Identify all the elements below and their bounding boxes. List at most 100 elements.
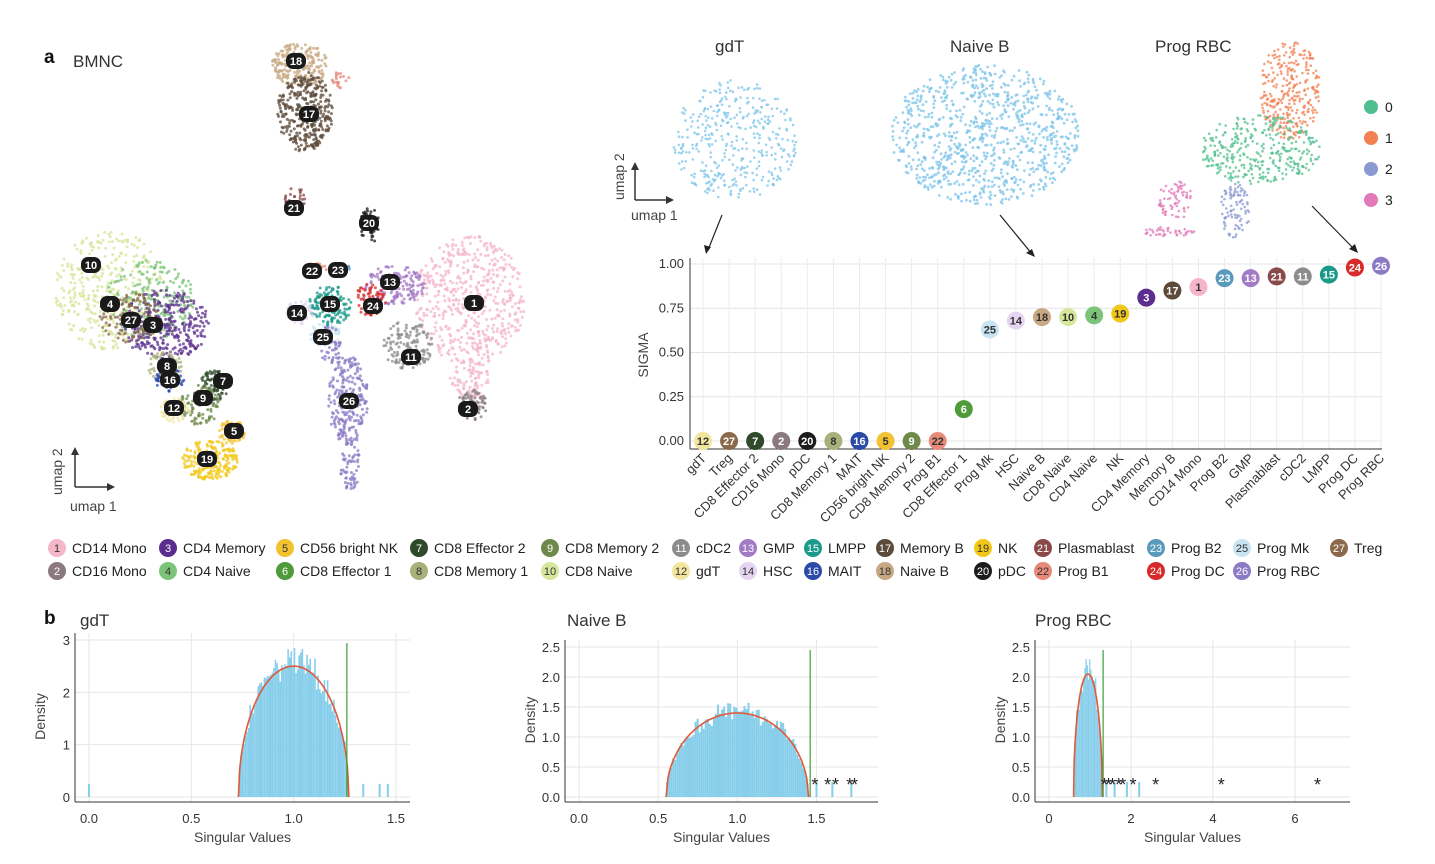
sigma-point: 3 bbox=[1137, 289, 1155, 307]
hist-bar bbox=[306, 655, 308, 797]
significance-star: * bbox=[1314, 775, 1321, 795]
hist-y-tick: 1.0 bbox=[542, 730, 560, 745]
sigma-y-tick: 0.75 bbox=[659, 300, 684, 315]
hist-bar bbox=[343, 739, 345, 797]
hist-bar bbox=[292, 665, 294, 797]
hist-y-tick: 1 bbox=[63, 738, 70, 753]
umap-cluster-label: 13 bbox=[380, 274, 400, 290]
hist-bar bbox=[305, 674, 307, 797]
hist-bar bbox=[246, 732, 248, 797]
hist-bar bbox=[711, 726, 713, 797]
hist-bar bbox=[300, 653, 302, 797]
hist-bar bbox=[768, 723, 770, 797]
svg-text:25: 25 bbox=[317, 332, 329, 344]
sigma-point: 5 bbox=[877, 432, 895, 450]
sigma-point: 12 bbox=[694, 432, 712, 450]
hist-bar bbox=[723, 707, 725, 797]
hist-bar bbox=[705, 720, 707, 797]
hist-bar bbox=[270, 675, 272, 797]
hist-bar bbox=[1084, 668, 1085, 797]
hist-bar bbox=[284, 664, 286, 797]
hist-y-tick: 0 bbox=[63, 790, 70, 805]
svg-text:18: 18 bbox=[290, 56, 302, 68]
hist-bar bbox=[262, 686, 264, 797]
hist-bar bbox=[792, 739, 794, 797]
umap-cluster-label: 1 bbox=[464, 295, 484, 311]
hist-x-label: Singular Values bbox=[673, 829, 770, 845]
hist-bar bbox=[691, 737, 693, 797]
hist-bar bbox=[756, 710, 758, 797]
sigma-point: 20 bbox=[798, 432, 816, 450]
hist-bar bbox=[794, 744, 796, 797]
hist-y-label: Density bbox=[992, 697, 1008, 744]
hist-bar bbox=[721, 710, 723, 797]
small-axis-x-label: umap 1 bbox=[631, 207, 678, 223]
significance-star: * bbox=[832, 775, 839, 795]
hist-bar bbox=[1078, 710, 1079, 797]
hist-bar bbox=[784, 729, 786, 797]
small-axis-y-label: umap 2 bbox=[611, 153, 627, 200]
prog-rbc-legend-label: 3 bbox=[1385, 192, 1393, 208]
sigma-point: 14 bbox=[1007, 312, 1025, 330]
outlier-bar bbox=[1138, 782, 1140, 797]
sigma-point: 17 bbox=[1163, 282, 1181, 300]
hist-bar bbox=[321, 693, 323, 797]
hist-bar bbox=[1087, 665, 1088, 797]
hist-bar bbox=[298, 655, 300, 797]
hist-bar bbox=[279, 682, 281, 797]
svg-text:26: 26 bbox=[343, 396, 355, 408]
hist-bar bbox=[729, 704, 731, 797]
hist-bar bbox=[257, 686, 259, 797]
hist-bar bbox=[737, 711, 739, 797]
hist-bar bbox=[294, 648, 296, 797]
hist-bar bbox=[760, 725, 762, 797]
umap-cluster-label: 7 bbox=[213, 373, 233, 389]
hist-y-tick: 3 bbox=[63, 633, 70, 648]
hist-x-tick: 1.5 bbox=[807, 811, 825, 826]
hist-bar bbox=[295, 673, 297, 797]
hist-bar bbox=[251, 712, 253, 797]
hist-y-tick: 0.0 bbox=[1012, 790, 1030, 805]
hist-bar bbox=[273, 668, 275, 797]
svg-text:11: 11 bbox=[405, 352, 417, 364]
hist-bar bbox=[272, 673, 274, 797]
significance-star: * bbox=[1119, 775, 1126, 795]
umap-cluster-label: 11 bbox=[401, 349, 421, 365]
hist-bar bbox=[798, 759, 800, 797]
hist-bar bbox=[311, 673, 313, 797]
panel-label-b: b bbox=[44, 608, 56, 629]
hist-bar bbox=[676, 753, 678, 797]
umap-cluster-label: 18 bbox=[286, 53, 306, 69]
svg-text:23: 23 bbox=[332, 265, 344, 277]
hist-y-label: Density bbox=[522, 697, 538, 744]
hist-bar bbox=[1094, 681, 1095, 797]
hist-bar bbox=[1086, 659, 1087, 797]
outlier-bar bbox=[379, 784, 381, 797]
svg-text:27: 27 bbox=[125, 315, 137, 327]
hist-bar bbox=[719, 714, 721, 797]
hist-bar bbox=[697, 719, 699, 797]
hist-bar bbox=[788, 738, 790, 797]
hist-bar bbox=[1080, 697, 1081, 797]
panel-label-a: a bbox=[44, 47, 55, 68]
hist-bar bbox=[281, 665, 283, 797]
umap-cluster-label: 20 bbox=[359, 215, 379, 231]
hist-bar bbox=[309, 659, 311, 797]
bmnc-axis-x-label: umap 1 bbox=[70, 498, 117, 514]
hist-x-tick: 2 bbox=[1127, 811, 1134, 826]
hist-x-tick: 0.5 bbox=[182, 811, 200, 826]
hist-bar bbox=[741, 711, 743, 797]
hist-bar bbox=[733, 707, 735, 797]
umap-cluster-label: 16 bbox=[160, 372, 180, 388]
